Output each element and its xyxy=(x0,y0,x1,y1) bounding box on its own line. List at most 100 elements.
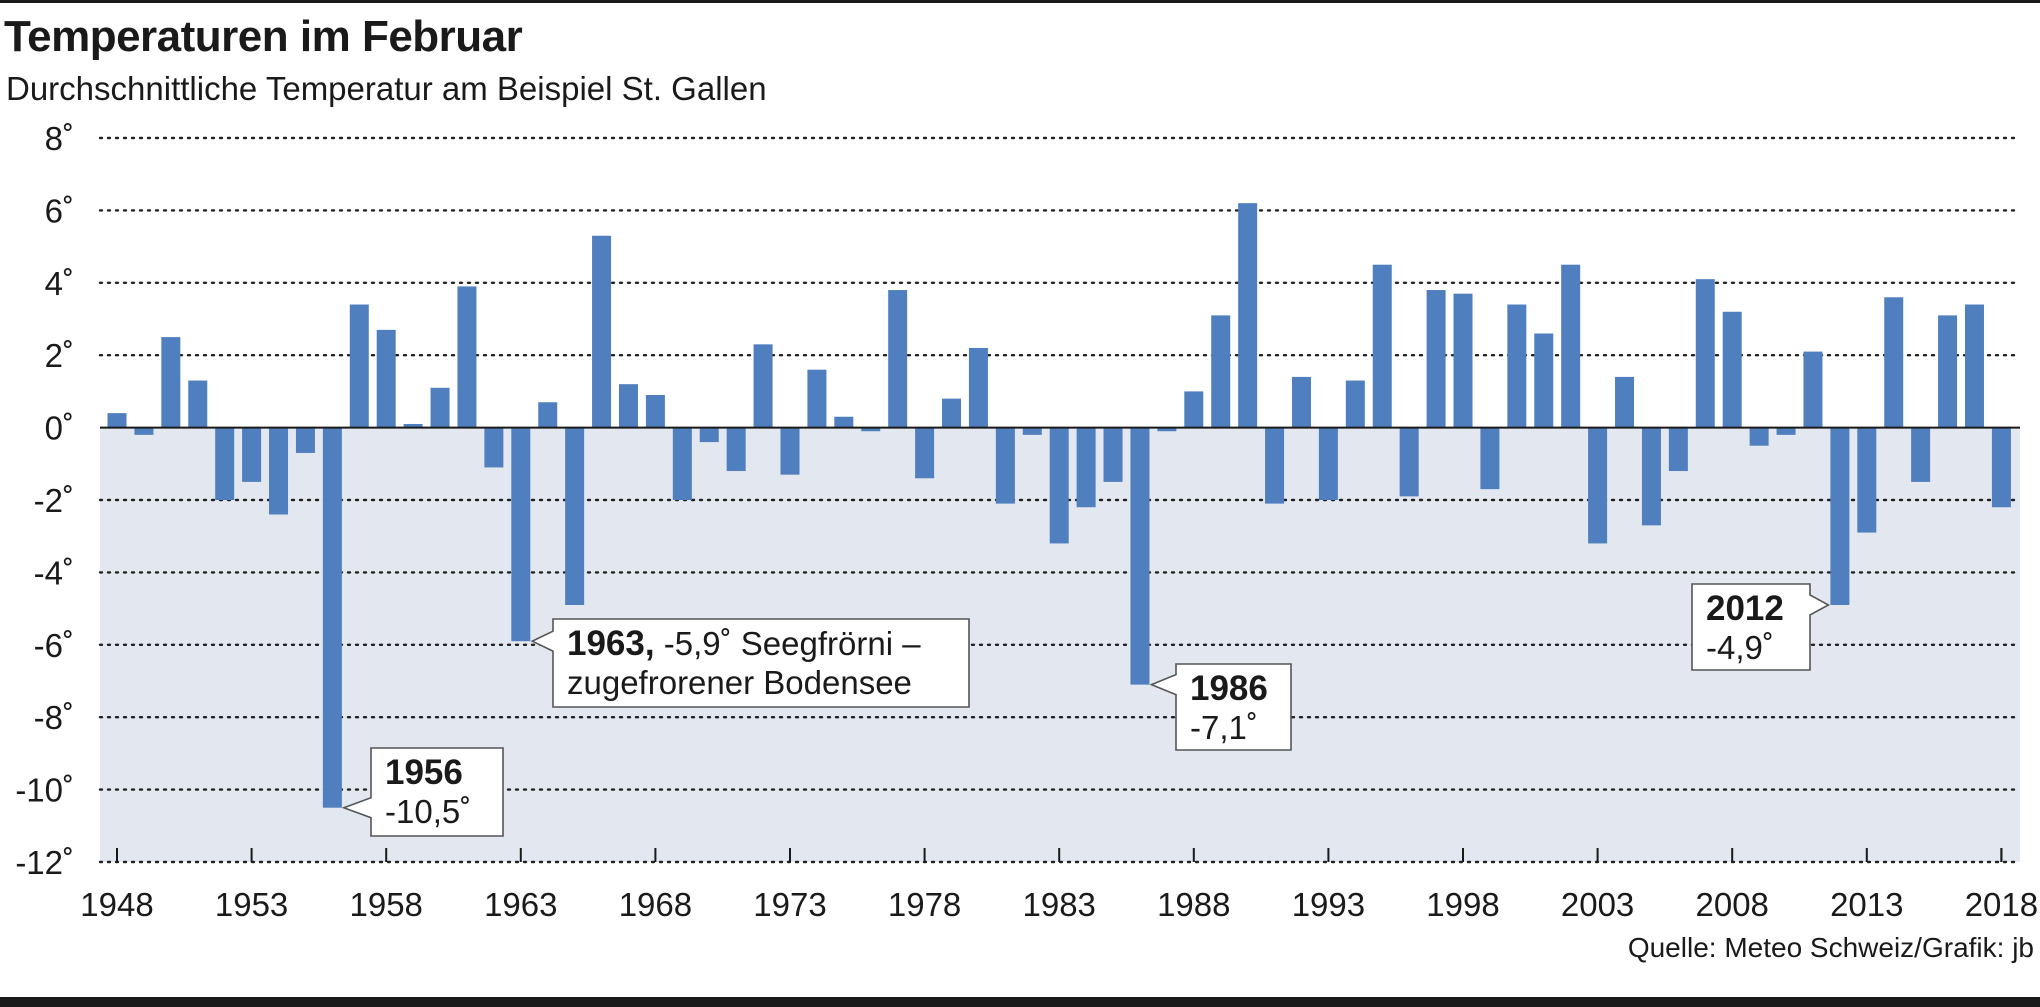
bar xyxy=(1722,311,1742,428)
bar xyxy=(888,290,908,428)
bar xyxy=(1238,203,1258,428)
bar xyxy=(1480,427,1500,490)
bar xyxy=(1507,304,1527,428)
callout-text: -10,5˚ xyxy=(385,793,471,830)
bar xyxy=(134,427,154,435)
bar xyxy=(645,395,665,428)
x-tick-label: 2013 xyxy=(1830,886,1903,923)
bar xyxy=(403,423,423,428)
bar xyxy=(1426,290,1446,428)
callout-box xyxy=(530,618,970,708)
bar xyxy=(1884,297,1904,428)
bar xyxy=(1695,279,1715,428)
bar xyxy=(269,427,289,515)
bar xyxy=(538,402,558,428)
bar xyxy=(699,427,719,443)
bar xyxy=(1265,427,1285,504)
x-tick-label: 1948 xyxy=(80,886,153,923)
y-tick-label: -10˚ xyxy=(15,772,74,809)
bar xyxy=(834,416,854,428)
bar xyxy=(565,427,585,605)
bar xyxy=(376,329,396,428)
callout-text: -4,9˚ xyxy=(1706,629,1774,666)
bar xyxy=(1184,391,1204,428)
x-tick-label: 1973 xyxy=(753,886,826,923)
bar xyxy=(1318,427,1338,500)
bar xyxy=(1938,315,1958,428)
x-tick-label: 2018 xyxy=(1965,886,2038,923)
bar xyxy=(1803,351,1823,428)
y-tick-label: 8˚ xyxy=(45,120,74,157)
callout-text: zugefrorener Bodensee xyxy=(567,664,912,701)
bar xyxy=(968,347,988,428)
x-tick-label: 2003 xyxy=(1561,886,1634,923)
y-tick-label: -8˚ xyxy=(34,699,74,736)
y-tick-label: 6˚ xyxy=(45,192,74,229)
bar xyxy=(1749,427,1769,446)
bar xyxy=(242,427,262,482)
y-tick-label: -12˚ xyxy=(15,844,74,881)
bar xyxy=(942,398,962,428)
chart-subtitle: Durchschnittliche Temperatur am Beispiel… xyxy=(6,70,767,107)
x-tick-label: 1988 xyxy=(1157,886,1230,923)
bar xyxy=(807,369,827,428)
bar xyxy=(1615,376,1635,428)
bar xyxy=(1588,427,1608,544)
callout-text: -7,1˚ xyxy=(1190,709,1258,746)
bar xyxy=(107,413,127,428)
bar xyxy=(322,427,342,808)
bar xyxy=(1561,264,1581,428)
bar xyxy=(1399,427,1419,497)
chart-title: Temperaturen im Februar xyxy=(4,12,523,61)
callout-box xyxy=(1149,663,1292,751)
y-tick-label: -2˚ xyxy=(34,482,74,519)
bar xyxy=(780,427,800,475)
x-tick-label: 1963 xyxy=(484,886,557,923)
x-tick-label: 1998 xyxy=(1426,886,1499,923)
bar xyxy=(1130,427,1150,685)
y-tick-label: -6˚ xyxy=(34,627,74,664)
bar xyxy=(1830,427,1850,605)
top-rule xyxy=(0,0,2040,3)
bar xyxy=(1022,427,1042,435)
bar xyxy=(1911,427,1931,482)
bottom-rule xyxy=(0,997,2040,1007)
source-note: Quelle: Meteo Schweiz/Grafik: jb xyxy=(1627,932,2034,963)
bar xyxy=(215,427,235,500)
callout-box xyxy=(341,747,504,837)
bar xyxy=(1857,427,1877,533)
callout-box xyxy=(1691,583,1831,671)
bar xyxy=(161,337,181,428)
y-tick-label: 2˚ xyxy=(45,337,74,374)
bar xyxy=(1345,380,1365,428)
callout-year: 1963, -5,9˚ Seegfrörni – xyxy=(567,624,921,663)
callout-year: 1986 xyxy=(1190,669,1268,708)
bar xyxy=(349,304,369,428)
callout-year: 1956 xyxy=(385,753,463,792)
bar xyxy=(1372,264,1392,428)
bar xyxy=(1076,427,1096,508)
bar xyxy=(1291,376,1311,428)
bar xyxy=(1668,427,1688,472)
bar xyxy=(861,427,881,432)
bar xyxy=(1776,427,1796,435)
x-tick-label: 1978 xyxy=(888,886,961,923)
x-tick-label: 1983 xyxy=(1022,886,1095,923)
bar xyxy=(1211,315,1231,428)
bar xyxy=(457,286,477,428)
bar xyxy=(915,427,935,479)
x-tick-label: 1968 xyxy=(619,886,692,923)
bar xyxy=(188,380,208,428)
x-tick-label: 2008 xyxy=(1695,886,1768,923)
bar xyxy=(1157,427,1177,432)
bar xyxy=(995,427,1015,504)
bar xyxy=(1049,427,1069,544)
bar xyxy=(1103,427,1123,482)
bar xyxy=(1991,427,2011,508)
bar xyxy=(1964,304,1984,428)
bar xyxy=(753,344,773,428)
y-tick-label: 0˚ xyxy=(45,410,74,447)
bar xyxy=(726,427,746,472)
x-tick-label: 1993 xyxy=(1292,886,1365,923)
